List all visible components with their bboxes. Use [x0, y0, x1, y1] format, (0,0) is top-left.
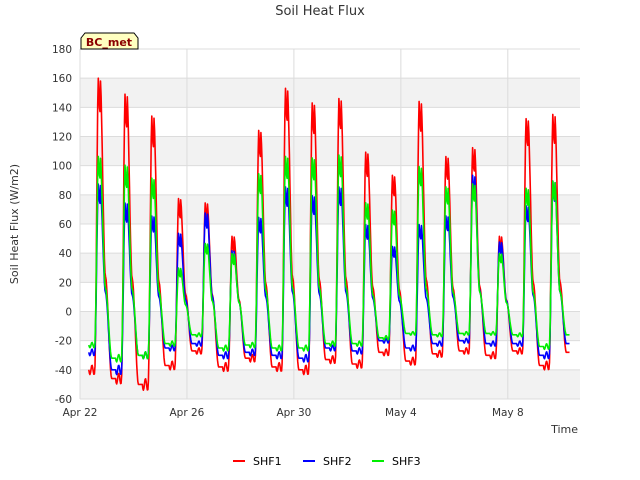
background-band [80, 194, 580, 224]
y-tick-label: 60 [59, 219, 72, 231]
plot-background-bands [80, 78, 580, 399]
tag-box [80, 32, 139, 50]
y-tick-label: 20 [59, 277, 72, 289]
x-axis-label: Time [550, 423, 578, 436]
x-tick-label: Apr 30 [276, 407, 311, 419]
y-tick-label: 120 [52, 132, 72, 144]
x-tick-label: May 8 [492, 407, 524, 419]
background-band [80, 136, 580, 166]
y-tick-label: 140 [52, 102, 72, 114]
x-tick-label: Apr 26 [170, 407, 205, 419]
y-tick-label: 40 [59, 248, 72, 260]
x-tick-label: May 4 [385, 407, 417, 419]
background-band [80, 253, 580, 283]
legend: SHF1 SHF2 SHF3 [233, 455, 421, 468]
tag-label: BC_met [86, 36, 132, 49]
background-band [80, 369, 580, 399]
legend-label-shf1: SHF1 [253, 455, 282, 468]
grid-lines [79, 48, 580, 400]
y-tick-label: 160 [52, 73, 72, 85]
series-lines [88, 77, 570, 391]
y-tick-label: -20 [55, 336, 72, 348]
legend-label-shf3: SHF3 [392, 455, 421, 468]
y-tick-label: 100 [52, 161, 72, 173]
series-line-shf3 [88, 154, 570, 363]
background-band [80, 78, 580, 108]
y-tick-label: -60 [55, 394, 72, 406]
y-tick-label: 0 [65, 307, 72, 319]
background-band [80, 311, 580, 341]
y-tick-label: 80 [59, 190, 72, 202]
x-axis-ticks: Apr 22 Apr 26 Apr 30 May 4 May 8 [63, 407, 524, 419]
y-tick-label: -40 [55, 365, 72, 377]
x-tick-label: Apr 22 [63, 407, 98, 419]
y-axis-label: Soil Heat Flux (W/m2) [8, 164, 21, 284]
bc-met-tag: BC_met [80, 32, 139, 50]
series-line-shf1 [88, 77, 570, 391]
chart-title: Soil Heat Flux [275, 4, 365, 19]
y-tick-label: 180 [52, 44, 72, 56]
legend-label-shf2: SHF2 [323, 455, 352, 468]
series-line-shf2 [88, 174, 570, 376]
y-axis-ticks: -60 -40 -20 0 20 40 60 80 100 120 140 160 180 [52, 44, 72, 406]
